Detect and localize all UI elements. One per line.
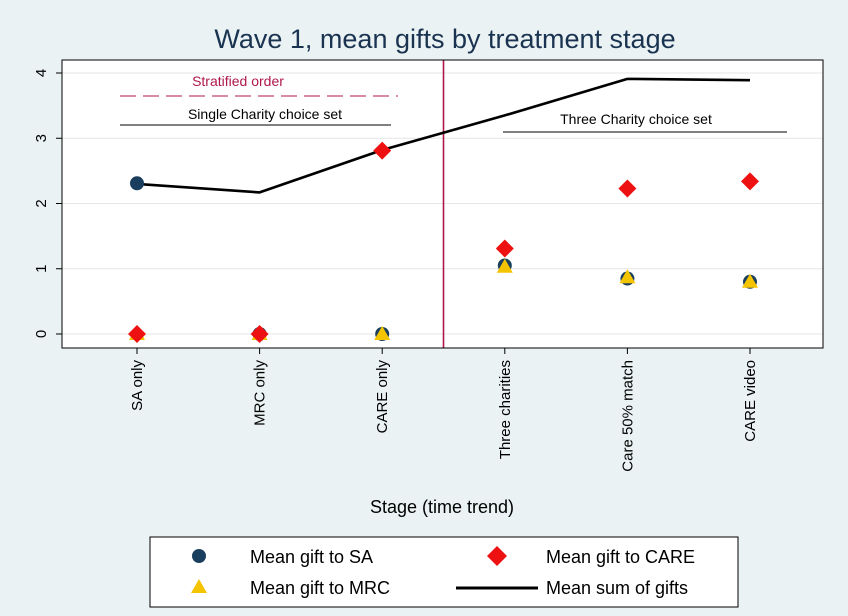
legend-marker-care bbox=[487, 546, 507, 566]
x-tick-label-4: Care 50% match bbox=[619, 360, 636, 472]
point-triangle-2 bbox=[374, 326, 391, 340]
series-group bbox=[128, 77, 759, 343]
y-tick-label-4: 4 bbox=[33, 69, 50, 77]
y-tick-label-3: 3 bbox=[33, 134, 50, 142]
y-tick-label-2: 2 bbox=[33, 199, 50, 207]
legend-label-mrc: Mean gift to MRC bbox=[250, 578, 390, 598]
plot-frame bbox=[61, 59, 824, 349]
y-tick-label-1: 1 bbox=[33, 265, 50, 273]
legend: Mean gift to SA Mean gift to CARE Mean g… bbox=[149, 536, 739, 608]
x-axis: SA only MRC only CARE only Three charities C… bbox=[129, 348, 759, 472]
gridlines bbox=[62, 72, 823, 335]
chart-title: Wave 1, mean gifts by treatment stage bbox=[214, 24, 675, 54]
legend-box bbox=[149, 536, 739, 608]
legend-marker-sa bbox=[192, 549, 206, 563]
point-diamond-5 bbox=[741, 172, 759, 191]
legend-label-sa: Mean gift to SA bbox=[250, 547, 373, 567]
x-tick-label-2: CARE only bbox=[374, 360, 391, 434]
annotation-single-charity: Single Charity choice set bbox=[188, 106, 342, 122]
legend-label-care: Mean gift to CARE bbox=[546, 547, 695, 567]
point-diamond-4 bbox=[618, 179, 637, 198]
point-triangle-4 bbox=[619, 269, 636, 284]
x-tick-label-1: MRC only bbox=[252, 360, 269, 426]
x-tick-label-0: SA only bbox=[129, 360, 146, 411]
x-tick-label-5: CARE video bbox=[742, 360, 759, 442]
point-diamond-3 bbox=[495, 239, 514, 258]
x-axis-label: Stage (time trend) bbox=[370, 497, 514, 517]
point-circle-0 bbox=[130, 176, 144, 191]
y-tick-label-0: 0 bbox=[33, 330, 50, 338]
point-diamond-0 bbox=[128, 325, 146, 343]
point-diamond-2 bbox=[373, 141, 392, 160]
legend-label-sum: Mean sum of gifts bbox=[546, 578, 688, 598]
x-tick-label-3: Three charities bbox=[497, 360, 514, 459]
series-line-sum bbox=[136, 77, 751, 194]
point-triangle-3 bbox=[496, 258, 513, 273]
point-triangle-5 bbox=[742, 273, 758, 288]
y-axis: 0 1 2 3 4 bbox=[33, 69, 62, 338]
annotation-three-charity: Three Charity choice set bbox=[560, 111, 712, 127]
legend-marker-mrc bbox=[191, 579, 207, 593]
point-diamond-1 bbox=[250, 325, 269, 343]
annotation-stratified-order: Stratified order bbox=[192, 73, 284, 89]
